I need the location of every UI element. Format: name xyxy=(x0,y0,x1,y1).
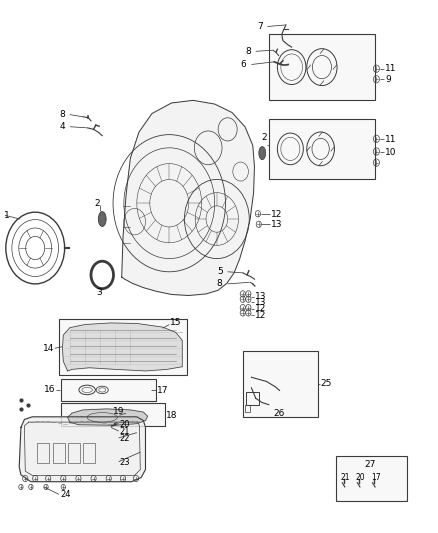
Bar xyxy=(53,443,65,463)
Bar xyxy=(37,443,49,463)
Text: 22: 22 xyxy=(120,434,130,443)
Text: 4: 4 xyxy=(60,122,66,131)
Text: 21: 21 xyxy=(120,427,130,436)
Text: 2: 2 xyxy=(94,199,100,208)
Text: 19: 19 xyxy=(113,407,124,416)
Text: 12: 12 xyxy=(254,311,266,319)
Text: 25: 25 xyxy=(321,379,332,388)
Text: 13: 13 xyxy=(254,298,266,307)
Bar xyxy=(246,392,259,405)
Bar xyxy=(61,403,165,426)
Text: 24: 24 xyxy=(60,490,71,499)
Text: 13: 13 xyxy=(254,292,266,301)
Bar xyxy=(83,443,95,463)
Text: 23: 23 xyxy=(120,458,130,467)
Text: 11: 11 xyxy=(385,64,396,73)
Bar xyxy=(61,379,156,401)
Bar xyxy=(59,319,187,375)
Text: 20: 20 xyxy=(356,473,365,482)
Text: 18: 18 xyxy=(166,411,178,420)
Text: 13: 13 xyxy=(271,220,283,229)
Text: 17: 17 xyxy=(157,386,169,395)
Text: 12: 12 xyxy=(254,304,266,313)
Text: 8: 8 xyxy=(60,110,66,119)
Text: 27: 27 xyxy=(364,460,375,469)
Text: 8: 8 xyxy=(246,47,251,56)
Bar xyxy=(243,351,318,417)
Bar xyxy=(269,119,374,180)
Polygon shape xyxy=(63,323,182,371)
Bar xyxy=(67,443,80,463)
Bar xyxy=(269,35,374,100)
Text: 26: 26 xyxy=(273,409,284,418)
Text: 17: 17 xyxy=(371,473,381,482)
Text: 6: 6 xyxy=(240,60,246,69)
Text: 15: 15 xyxy=(170,318,182,327)
Text: 12: 12 xyxy=(271,210,282,219)
Text: 21: 21 xyxy=(340,473,350,482)
Bar xyxy=(245,405,250,411)
Text: 7: 7 xyxy=(257,22,263,31)
Text: 20: 20 xyxy=(120,419,130,429)
Text: 9: 9 xyxy=(385,75,391,84)
Polygon shape xyxy=(19,417,145,482)
Ellipse shape xyxy=(259,147,266,160)
Ellipse shape xyxy=(99,212,106,227)
Text: 2: 2 xyxy=(261,133,267,142)
Text: 16: 16 xyxy=(44,385,56,394)
Text: 10: 10 xyxy=(385,148,396,157)
Text: 14: 14 xyxy=(43,344,55,353)
Polygon shape xyxy=(122,100,254,295)
Text: 3: 3 xyxy=(96,288,102,297)
Text: 8: 8 xyxy=(217,279,223,288)
Bar xyxy=(336,456,407,501)
Text: 11: 11 xyxy=(385,135,396,144)
Polygon shape xyxy=(67,409,148,425)
Text: 1: 1 xyxy=(4,211,9,220)
Text: 5: 5 xyxy=(217,267,223,276)
